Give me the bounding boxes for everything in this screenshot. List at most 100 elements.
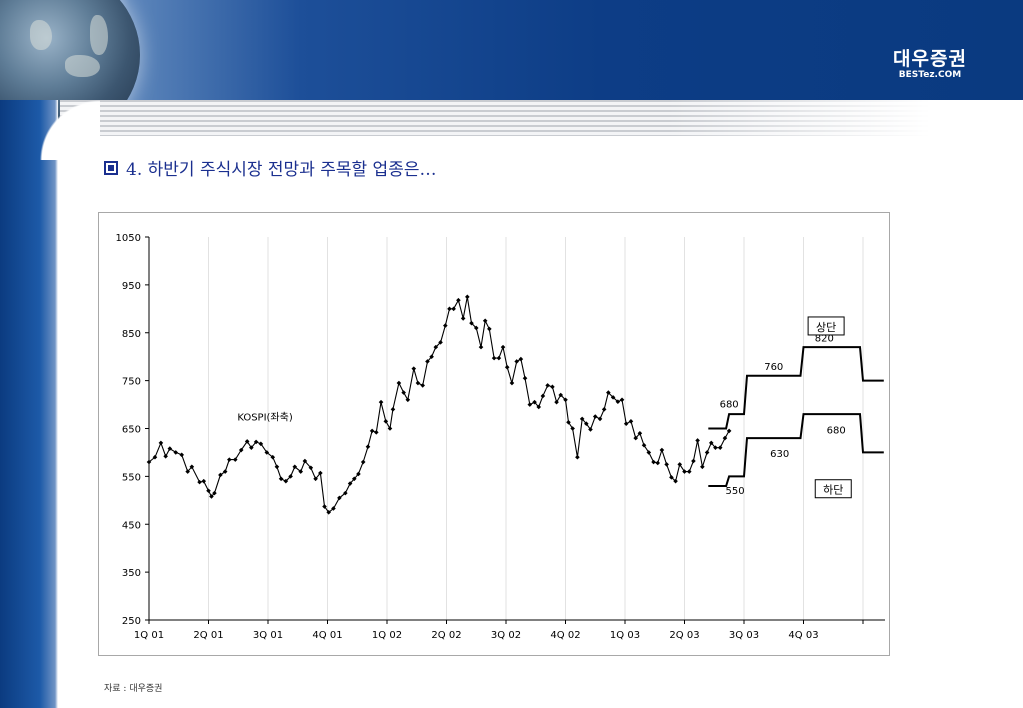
kospi-data-point: [491, 355, 497, 361]
kospi-data-point: [713, 445, 718, 450]
kospi-data-point: [619, 397, 625, 403]
kospi-data-point: [189, 464, 195, 470]
y-tick-label: 550: [122, 472, 141, 483]
kospi-data-point: [146, 459, 152, 465]
kospi-data-point: [429, 354, 434, 359]
kospi-series-label: KOSPI(좌축): [237, 411, 293, 423]
kospi-data-point: [158, 440, 164, 446]
kospi-data-point: [597, 416, 603, 422]
x-tick-label: 4Q 03: [788, 630, 818, 641]
kospi-data-point: [588, 427, 593, 432]
kospi-data-point: [206, 488, 211, 494]
globe-land-shape: [90, 15, 108, 55]
forecast-band-label: 하단: [823, 483, 843, 497]
kospi-data-point: [554, 399, 559, 405]
kospi-data-point: [522, 375, 528, 381]
kospi-data-point: [396, 380, 402, 386]
forecast-value-label: 820: [815, 333, 834, 344]
y-tick-label: 850: [122, 329, 141, 340]
kospi-data-point: [717, 445, 723, 450]
kospi-data-point: [360, 459, 366, 465]
kospi-data-point: [253, 439, 259, 445]
x-tick-label: 1Q 02: [372, 630, 402, 641]
kospi-data-point: [227, 457, 232, 462]
kospi-data-point: [487, 326, 492, 332]
kospi-data-point: [201, 478, 207, 484]
x-tick-label: 2Q 03: [669, 630, 699, 641]
kospi-data-point: [566, 419, 571, 425]
kospi-data-point: [592, 414, 598, 419]
kospi-data-point: [570, 426, 575, 431]
kospi-data-point: [278, 476, 284, 482]
kospi-data-point: [369, 428, 375, 434]
corner-curve: [40, 100, 100, 160]
forecast-value-label: 680: [827, 425, 846, 436]
kospi-data-point: [550, 384, 555, 390]
kospi-data-point: [313, 476, 318, 482]
kospi-data-point: [496, 355, 502, 361]
kospi-data-point: [509, 380, 515, 386]
kospi-data-point: [451, 306, 456, 312]
kospi-data-point: [173, 450, 179, 455]
company-logo: 대우증권 BESTez.COM: [870, 48, 990, 88]
kospi-data-point: [264, 450, 270, 455]
kospi-data-point: [482, 318, 488, 324]
kospi-data-point: [651, 459, 656, 465]
kospi-data-point: [473, 325, 479, 331]
kospi-data-point: [504, 364, 510, 370]
y-tick-label: 750: [122, 377, 141, 388]
kospi-data-point: [628, 419, 634, 424]
kospi-data-point: [545, 383, 550, 388]
kospi-data-point: [584, 421, 589, 427]
forecast-value-label: 760: [764, 362, 783, 373]
kospi-data-point: [274, 464, 280, 470]
kospi-data-point: [351, 476, 357, 482]
kospi-data-point: [415, 380, 421, 386]
kospi-data-point: [218, 472, 223, 478]
kospi-data-point: [536, 404, 542, 410]
kospi-data-point: [726, 428, 732, 434]
kospi-data-point: [722, 435, 728, 441]
kospi-data-point: [579, 416, 585, 422]
kospi-data-point: [322, 504, 327, 509]
kospi-data-point: [433, 344, 439, 350]
kospi-data-point: [601, 407, 607, 412]
logo-main-text: 대우증권: [893, 48, 967, 70]
x-tick-label: 2Q 01: [193, 630, 223, 641]
kospi-data-point: [438, 340, 443, 345]
kospi-data-point: [383, 419, 389, 424]
kospi-data-point: [686, 469, 692, 474]
left-side-bar: [0, 100, 58, 708]
forecast-value-label: 550: [726, 486, 745, 497]
kospi-data-point: [695, 438, 700, 443]
kospi-data-point: [669, 475, 674, 480]
kospi-data-point: [179, 452, 185, 458]
kospi-data-point: [478, 344, 484, 350]
kospi-data-point: [356, 471, 361, 477]
kospi-data-point: [514, 359, 520, 364]
kospi-forecast-chart: 250 350 450 550 650 750 850 950 1050 1Q 01 2Q 01 3Q…: [116, 233, 885, 641]
kospi-data-point: [465, 294, 470, 300]
x-tick-label: 2Q 02: [431, 630, 461, 641]
kospi-data-point: [411, 366, 417, 371]
kospi-data-point: [443, 323, 448, 328]
kospi-data-point: [664, 462, 669, 467]
kospi-data-point: [646, 450, 652, 455]
kospi-data-point: [558, 392, 564, 398]
kospi-data-point: [365, 444, 371, 449]
kospi-series-line: [148, 296, 730, 514]
kospi-data-point: [270, 454, 276, 460]
kospi-data-point: [708, 440, 714, 446]
kospi-data-point: [244, 439, 250, 444]
x-tick-label: 4Q 01: [312, 630, 342, 641]
kospi-data-point: [420, 383, 425, 388]
kospi-data-point: [691, 458, 696, 464]
kospi-data-point: [460, 316, 466, 321]
kospi-data-point: [209, 494, 214, 499]
chart-frame: 250 350 450 550 650 750 850 950 1050 1Q 01 2Q 01 3Q…: [98, 212, 890, 656]
x-tick-label: 4Q 02: [550, 630, 580, 641]
x-tick-label: 1Q 01: [134, 630, 164, 641]
kospi-data-point: [331, 506, 336, 511]
kospi-data-point: [540, 393, 546, 399]
forecast-value-label: 630: [770, 449, 789, 460]
